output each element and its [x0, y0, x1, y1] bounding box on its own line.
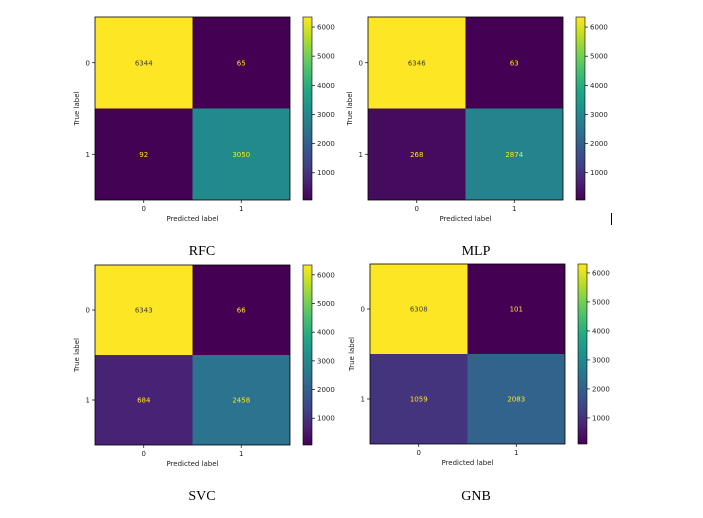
matrix-cell: [95, 17, 193, 109]
matrix-cell: [467, 354, 565, 444]
y-tick-label: 0: [86, 59, 90, 67]
colorbar: [302, 16, 313, 201]
colorbar-tick-label: 4000: [592, 327, 610, 335]
cell-value-label: 101: [510, 306, 523, 314]
cell-value-label: 66: [237, 307, 246, 315]
x-tick-label: 0: [415, 205, 419, 213]
y-axis-label: True label: [73, 91, 81, 126]
cell-value-label: 2083: [507, 396, 525, 404]
confusion-matrix-rfc: 6344 65 92 3050 0 1 0 1 Predicted label True labe…: [73, 16, 335, 223]
y-tick-label: 0: [361, 306, 365, 314]
colorbar-tick-label: 3000: [317, 111, 335, 119]
caption-rfc: RFC: [188, 244, 216, 259]
y-tick-label: 1: [86, 397, 90, 405]
colorbar-tick-label: 3000: [592, 356, 610, 364]
colorbar: [577, 263, 588, 445]
y-tick-label: 1: [86, 151, 90, 159]
y-tick-label: 1: [361, 396, 365, 404]
cell-value-label: 684: [137, 397, 151, 405]
colorbar-tick-label: 4000: [590, 82, 608, 90]
colorbar-tick-label: 2000: [317, 386, 335, 394]
matrix-cell: [192, 265, 290, 355]
x-axis-label: Predicted label: [166, 460, 218, 468]
colorbar-tick-label: 5000: [590, 53, 608, 61]
cell-value-label: 2458: [232, 397, 250, 405]
colorbar-tick-label: 3000: [317, 357, 335, 365]
y-axis-label: True label: [73, 338, 81, 373]
x-axis-label: Predicted label: [441, 459, 493, 467]
plot-frame: [94, 16, 291, 201]
colorbar-tick-label: 4000: [317, 82, 335, 90]
cell-value-label: 6308: [410, 306, 428, 314]
colorbar-tick-label: 1000: [592, 414, 610, 422]
cell-value-label: 65: [237, 59, 246, 67]
cell-value-label: 3050: [232, 151, 250, 159]
cell-value-label: 63: [510, 59, 519, 67]
matrix-cell: [370, 354, 468, 444]
x-axis-label: Predicted label: [166, 215, 218, 223]
colorbar: [302, 264, 313, 446]
x-tick-label: 1: [512, 205, 516, 213]
cell-value-label: 268: [410, 151, 423, 159]
cell-value-label: 1059: [410, 396, 428, 404]
confusion-matrix-mlp: 6346 63 268 2874 0 1 0 1 Predicted label True lab…: [346, 16, 608, 223]
matrix-cell: [192, 17, 290, 109]
matrix-cell: [370, 264, 468, 354]
colorbar: [575, 16, 586, 201]
matrix-cell: [192, 108, 290, 200]
matrix-cell: [467, 264, 565, 354]
colorbar-tick-label: 1000: [317, 415, 335, 423]
matrix-cell: [95, 265, 193, 355]
colorbar-tick-label: 1000: [317, 169, 335, 177]
x-tick-label: 1: [239, 205, 243, 213]
colorbar-tick-label: 4000: [317, 329, 335, 337]
colorbar-tick-label: 6000: [590, 24, 608, 32]
plot-frame: [367, 16, 564, 201]
y-axis-label: True label: [348, 337, 356, 372]
colorbar-tick-label: 2000: [590, 140, 608, 148]
confusion-matrix-svc: 6343 66 684 2458 0 1 0 1 Predicted label True lab…: [73, 264, 335, 468]
matrix-cell: [465, 17, 563, 109]
colorbar-tick-label: 2000: [592, 385, 610, 393]
x-tick-label: 1: [239, 450, 243, 458]
text-cursor: [611, 213, 612, 225]
cell-value-label: 6343: [135, 307, 153, 315]
cell-value-label: 6344: [135, 59, 153, 67]
colorbar-tick-label: 2000: [317, 140, 335, 148]
y-tick-label: 0: [359, 59, 363, 67]
matrix-cell: [95, 108, 193, 200]
x-tick-label: 0: [142, 450, 146, 458]
matrix-cell: [95, 355, 193, 445]
caption-mlp: MLP: [461, 244, 491, 259]
colorbar-tick-label: 6000: [317, 271, 335, 279]
matrix-cell: [192, 355, 290, 445]
plot-frame: [94, 264, 291, 446]
caption-gnb: GNB: [461, 489, 491, 504]
colorbar-tick-label: 5000: [317, 300, 335, 308]
cell-value-label: 2874: [505, 151, 523, 159]
y-tick-label: 1: [359, 151, 363, 159]
x-tick-label: 0: [142, 205, 146, 213]
colorbar-tick-label: 5000: [317, 53, 335, 61]
matrix-cell: [465, 108, 563, 200]
colorbar-tick-label: 1000: [590, 169, 608, 177]
x-tick-label: 0: [417, 449, 421, 457]
colorbar-tick-label: 6000: [592, 269, 610, 277]
y-tick-label: 0: [86, 307, 90, 315]
caption-svc: SVC: [188, 489, 216, 504]
y-axis-label: True label: [346, 91, 354, 126]
matrix-cell: [368, 17, 466, 109]
colorbar-tick-label: 5000: [592, 298, 610, 306]
x-axis-label: Predicted label: [439, 215, 491, 223]
x-tick-label: 1: [514, 449, 518, 457]
cell-value-label: 92: [139, 151, 148, 159]
plot-frame: [369, 263, 566, 445]
matrix-cell: [368, 108, 466, 200]
cell-value-label: 6346: [408, 59, 426, 67]
colorbar-tick-label: 6000: [317, 24, 335, 32]
colorbar-tick-label: 3000: [590, 111, 608, 119]
